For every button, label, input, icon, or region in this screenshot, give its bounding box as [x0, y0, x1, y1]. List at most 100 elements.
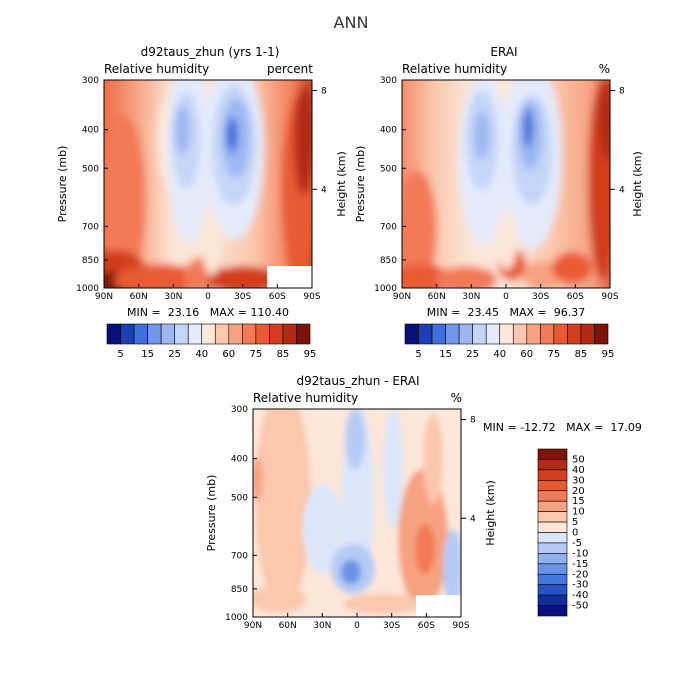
- y2-axis-ticks: 84: [461, 416, 476, 524]
- y2-tick-label: 4: [619, 185, 625, 195]
- y2-axis-ticks: 84: [312, 87, 327, 195]
- y2-tick-label: 4: [470, 514, 476, 524]
- y-tick-label: 300: [380, 76, 397, 86]
- colorbar-label: 15: [141, 349, 154, 360]
- colorbar-swatch: [537, 490, 568, 502]
- stats-text: MIN = 23.45 MAX = 96.37: [427, 306, 585, 319]
- y-tick-label: 850: [380, 256, 397, 266]
- y2-tick-label: 4: [321, 185, 327, 195]
- y-tick-label: 400: [82, 126, 99, 136]
- x-tick-label: 0: [354, 621, 360, 631]
- colorbar-swatch: [499, 323, 514, 345]
- panel-subtitle-right: %: [599, 62, 610, 76]
- x-tick-label: 30S: [532, 292, 549, 302]
- colorbar-swatch: [201, 323, 216, 345]
- heatmap-field: [104, 80, 312, 288]
- y2-tick-label: 8: [321, 87, 327, 97]
- x-tick-label: 30N: [462, 292, 480, 302]
- colorbar-label: 5: [117, 349, 123, 360]
- panel-title: d92taus_zhun - ERAI: [296, 374, 419, 388]
- heatmap-field: [253, 409, 461, 617]
- y-axis-ticks: 300 400 500 700 850 1000: [374, 76, 406, 294]
- panel-model: d92taus_zhun (yrs 1-1) Relative humidity…: [56, 45, 348, 360]
- x-tick-label: 30N: [313, 621, 331, 631]
- y-tick-label: 700: [82, 222, 99, 232]
- colorbar-label: 40: [572, 465, 585, 476]
- x-tick-label: 60N: [279, 621, 297, 631]
- colorbar-swatch: [106, 323, 121, 345]
- y2-axis-label: Height (km): [631, 151, 644, 217]
- colorbar-label: 60: [520, 349, 533, 360]
- contour-fill: [253, 409, 461, 617]
- colorbar-swatch: [255, 323, 270, 345]
- colorbar-label: -20: [572, 569, 588, 580]
- y-axis-ticks: 300 400 500 700 850 1000: [225, 405, 257, 623]
- colorbar-label: 20: [572, 486, 585, 497]
- colorbar-swatch: [445, 323, 460, 345]
- colorbar-label: 85: [575, 349, 588, 360]
- colorbar-label: 95: [304, 349, 317, 360]
- panel-obs: ERAI Relative humidity %: [354, 45, 644, 360]
- y2-tick-label: 8: [470, 416, 476, 426]
- y-tick-label: 400: [380, 126, 397, 136]
- colorbar-label: 75: [249, 349, 262, 360]
- colorbar-swatch: [147, 323, 162, 345]
- colorbar-swatch: [537, 584, 568, 596]
- heatmap-field: [402, 80, 610, 288]
- colorbar-swatch: [472, 323, 487, 345]
- colorbar-swatch: [580, 323, 595, 345]
- colorbar-swatch: [431, 323, 446, 345]
- x-tick-label: 90N: [95, 292, 113, 302]
- colorbar-label: 60: [222, 349, 235, 360]
- colorbar-swatch: [269, 323, 284, 345]
- colorbar-swatch: [537, 448, 568, 460]
- colorbar-swatch: [537, 511, 568, 523]
- colorbar-swatch: [537, 563, 568, 575]
- colorbar-label: -50: [572, 601, 588, 612]
- colorbar-swatch: [120, 323, 135, 345]
- colorbar-swatch: [537, 553, 568, 565]
- colorbar-label: 5: [572, 517, 578, 528]
- colorbar-swatch: [296, 323, 311, 345]
- colorbar-label: 95: [602, 349, 615, 360]
- colorbar-swatch: [242, 323, 257, 345]
- colorbar-swatch: [512, 323, 528, 345]
- y2-axis-label: Height (km): [335, 151, 348, 217]
- x-tick-label: 60N: [428, 292, 446, 302]
- colorbar-swatch: [540, 323, 555, 345]
- colorbar-swatch: [537, 521, 568, 533]
- y2-axis-label: Height (km): [484, 480, 497, 546]
- colorbar-swatch: [537, 542, 568, 554]
- y-tick-label: 300: [82, 76, 99, 86]
- y-tick-label: 700: [380, 222, 397, 232]
- x-tick-label: 60S: [418, 621, 435, 631]
- stats-text: MIN = 23.16 MAX = 110.40: [127, 306, 289, 319]
- figure-title: ANN: [334, 13, 369, 32]
- x-axis-ticks: 90N 60N 30N 0 30S 60S 90S: [244, 613, 470, 631]
- colorbar-swatch: [404, 323, 419, 345]
- colorbar-label: -15: [572, 559, 588, 570]
- colorbar-swatch: [567, 323, 582, 345]
- x-tick-label: 0: [503, 292, 509, 302]
- colorbar-swatch: [174, 323, 189, 345]
- x-axis-ticks: 90N 60N 30N 0 30S 60S 90S: [393, 284, 619, 302]
- colorbar-swatch: [537, 605, 568, 617]
- panel-title: d92taus_zhun (yrs 1-1): [141, 45, 280, 59]
- colorbar-swatch: [228, 323, 243, 345]
- y-axis-label: Pressure (mb): [56, 146, 69, 223]
- x-tick-label: 60S: [567, 292, 584, 302]
- colorbar-swatch: [133, 323, 148, 345]
- colorbar-swatch: [537, 532, 568, 544]
- y-tick-label: 1000: [225, 613, 248, 623]
- panel-difference: d92taus_zhun - ERAI Relative humidity %: [205, 374, 642, 631]
- colorbar-swatch: [537, 573, 568, 585]
- colorbar-swatch: [537, 469, 568, 481]
- x-tick-label: 30N: [164, 292, 182, 302]
- colorbar-label: -10: [572, 548, 588, 559]
- colorbar-label: 30: [572, 475, 585, 486]
- y-axis-ticks: 300 400 500 700 850 1000: [76, 76, 108, 294]
- colorbar: 5 15 25 40 60 75 85 95: [106, 323, 317, 360]
- colorbar-swatch: [485, 323, 501, 345]
- colorbar-label: -5: [572, 538, 582, 549]
